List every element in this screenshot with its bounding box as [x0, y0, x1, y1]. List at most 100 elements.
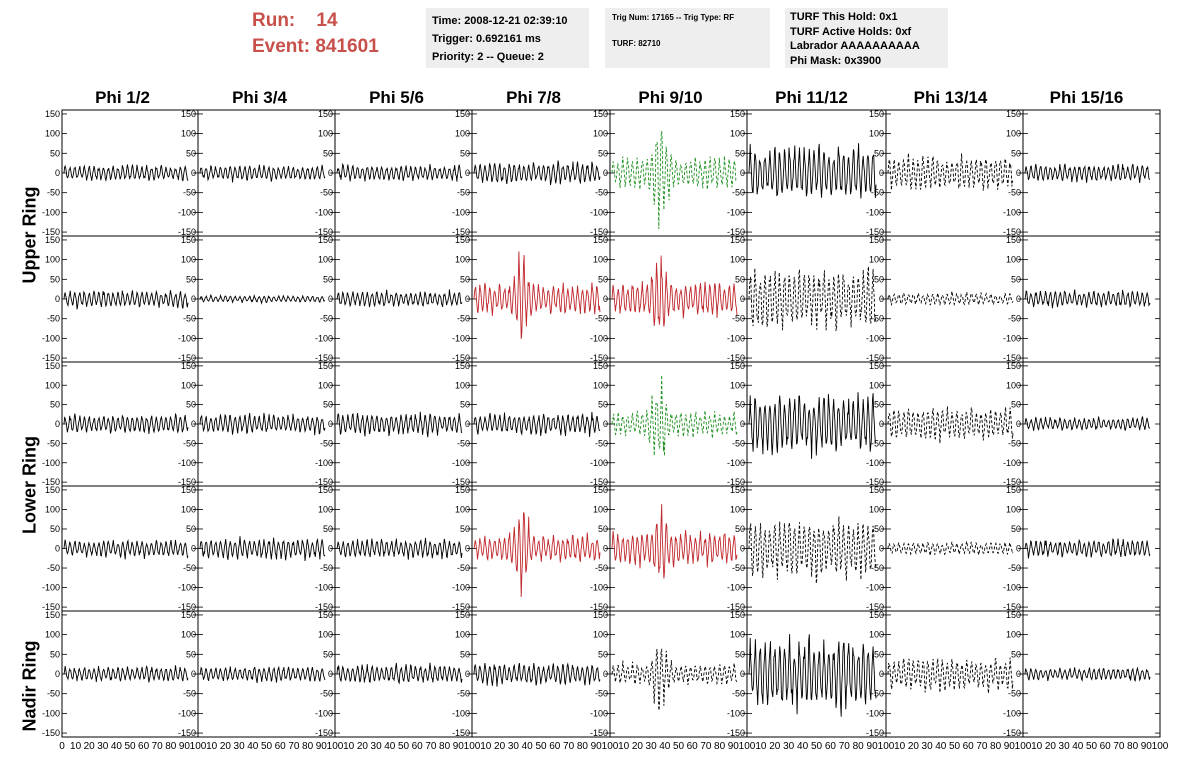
x-tick-label: 10 [206, 741, 218, 752]
x-tick-label: 50 [1086, 741, 1098, 752]
y-tick-label: 50 [1011, 148, 1021, 158]
y-tick-label: 50 [598, 649, 608, 659]
x-tick-label: 40 [247, 741, 259, 752]
phi-header-3: Phi 5/6 [369, 88, 424, 107]
y-tick-label: -150 [727, 728, 745, 738]
y-tick-label: 0 [55, 419, 60, 429]
waveform-trace [887, 406, 1014, 444]
y-tick-label: 50 [186, 274, 196, 284]
x-tick-label: 80 [302, 741, 314, 752]
waveform-trace [473, 662, 601, 687]
y-tick-label: -100 [727, 708, 745, 718]
y-tick-label: 150 [455, 109, 470, 119]
y-tick-label: 50 [323, 524, 333, 534]
y-tick-label: -150 [452, 227, 470, 237]
x-tick-label: 80 [439, 741, 451, 752]
y-tick-label: 150 [455, 361, 470, 371]
waveform-panel-r2-c2: 150 100 50 0 -50 -100 -150 [315, 361, 473, 487]
y-tick-label: 50 [1011, 524, 1021, 534]
x-tick-label: 30 [508, 741, 520, 752]
y-tick-label: 150 [1006, 610, 1021, 620]
y-tick-label: 150 [593, 235, 608, 245]
y-tick-label: 150 [181, 109, 196, 119]
y-tick-label: 100 [455, 630, 470, 640]
y-tick-label: 150 [455, 485, 470, 495]
y-tick-label: -100 [590, 583, 608, 593]
y-tick-label: 0 [191, 669, 196, 679]
x-tick-label: 80 [853, 741, 865, 752]
y-tick-label: -100 [452, 458, 470, 468]
y-tick-label: -50 [595, 563, 608, 573]
y-tick-label: -100 [315, 583, 333, 593]
waveform-panel-r3-c5: 150 100 50 0 -50 -100 -150 [727, 485, 887, 612]
waveform-trace [199, 164, 326, 183]
waveform-trace [748, 266, 877, 332]
y-tick-label: -100 [315, 708, 333, 718]
y-tick-label: -50 [595, 438, 608, 448]
y-tick-label: 100 [455, 255, 470, 265]
y-tick-label: -150 [727, 477, 745, 487]
y-tick-label: -150 [590, 353, 608, 363]
phi-header-1: Phi 1/2 [95, 88, 150, 107]
y-tick-label: 0 [1016, 168, 1021, 178]
x-tick-label: 60 [1100, 741, 1112, 752]
x-tick-label: 100 [464, 741, 481, 752]
y-tick-label: -50 [183, 314, 196, 324]
y-tick-label: 150 [318, 109, 333, 119]
y-tick-label: 100 [593, 129, 608, 139]
x-tick-label: 50 [811, 741, 823, 752]
waveform-panel-r2-c7: 150 100 50 0 -50 -100 -150 [1003, 361, 1161, 487]
y-tick-label: 150 [455, 610, 470, 620]
y-tick-label: -150 [1003, 227, 1021, 237]
waveform-trace [748, 516, 877, 584]
y-tick-label: 50 [50, 274, 60, 284]
waveform-trace [887, 657, 1014, 694]
y-tick-label: -100 [727, 333, 745, 343]
y-tick-label: 100 [1006, 504, 1021, 514]
y-tick-label: -50 [457, 188, 470, 198]
waveform-trace [611, 504, 738, 579]
waveform-panel-r1-c4: 150 100 50 0 -50 -100 -150 [590, 235, 748, 363]
x-tick-label: 70 [563, 741, 575, 752]
y-tick-label: -150 [42, 353, 60, 363]
waveform-panel-r0-c4: 150 100 50 0 -50 -100 -150 [590, 109, 748, 237]
waveform-panel-r2-c3: 150 100 50 0 -50 -100 -150 [452, 361, 611, 487]
y-tick-label: 150 [181, 485, 196, 495]
y-tick-label: 50 [598, 400, 608, 410]
y-tick-label: 100 [730, 255, 745, 265]
x-tick-label: 30 [922, 741, 934, 752]
y-tick-label: -100 [590, 333, 608, 343]
time-text: Time: 2008-12-21 02:39:10 [432, 15, 568, 27]
x-tick-label: 80 [165, 741, 177, 752]
x-tick-label: 10 [480, 741, 492, 752]
x-tick-label: 90 [316, 741, 328, 752]
y-tick-label: -100 [727, 458, 745, 468]
x-tick-label: 50 [535, 741, 547, 752]
y-tick-label: -150 [452, 728, 470, 738]
waveform-trace [1024, 289, 1151, 309]
waveform-panel-r2-c4: 150 100 50 0 -50 -100 -150 [590, 361, 748, 487]
y-tick-label: 150 [318, 235, 333, 245]
x-tick-label: 40 [797, 741, 809, 752]
y-tick-label: 0 [603, 168, 608, 178]
x-tick-label: 70 [839, 741, 851, 752]
y-tick-label: -150 [178, 728, 196, 738]
x-tick-label: 80 [990, 741, 1002, 752]
y-tick-label: -50 [320, 689, 333, 699]
y-tick-label: 0 [191, 294, 196, 304]
x-tick-label: 100 [1152, 741, 1169, 752]
y-tick-label: 100 [455, 129, 470, 139]
y-tick-label: -50 [595, 689, 608, 699]
x-tick-label: 40 [935, 741, 947, 752]
y-tick-label: -100 [1003, 708, 1021, 718]
phi-header-6: Phi 11/12 [775, 88, 848, 107]
waveform-trace [1024, 538, 1151, 559]
y-tick-label: 100 [181, 380, 196, 390]
y-tick-label: 50 [1011, 274, 1021, 284]
y-tick-label: 100 [45, 504, 60, 514]
y-tick-label: 100 [593, 380, 608, 390]
y-tick-label: 150 [869, 361, 884, 371]
y-tick-label: 0 [1016, 544, 1021, 554]
y-tick-label: -100 [42, 207, 60, 217]
waveform-panel-r0-c6: 150 100 50 0 -50 -100 -150 [866, 109, 1024, 237]
